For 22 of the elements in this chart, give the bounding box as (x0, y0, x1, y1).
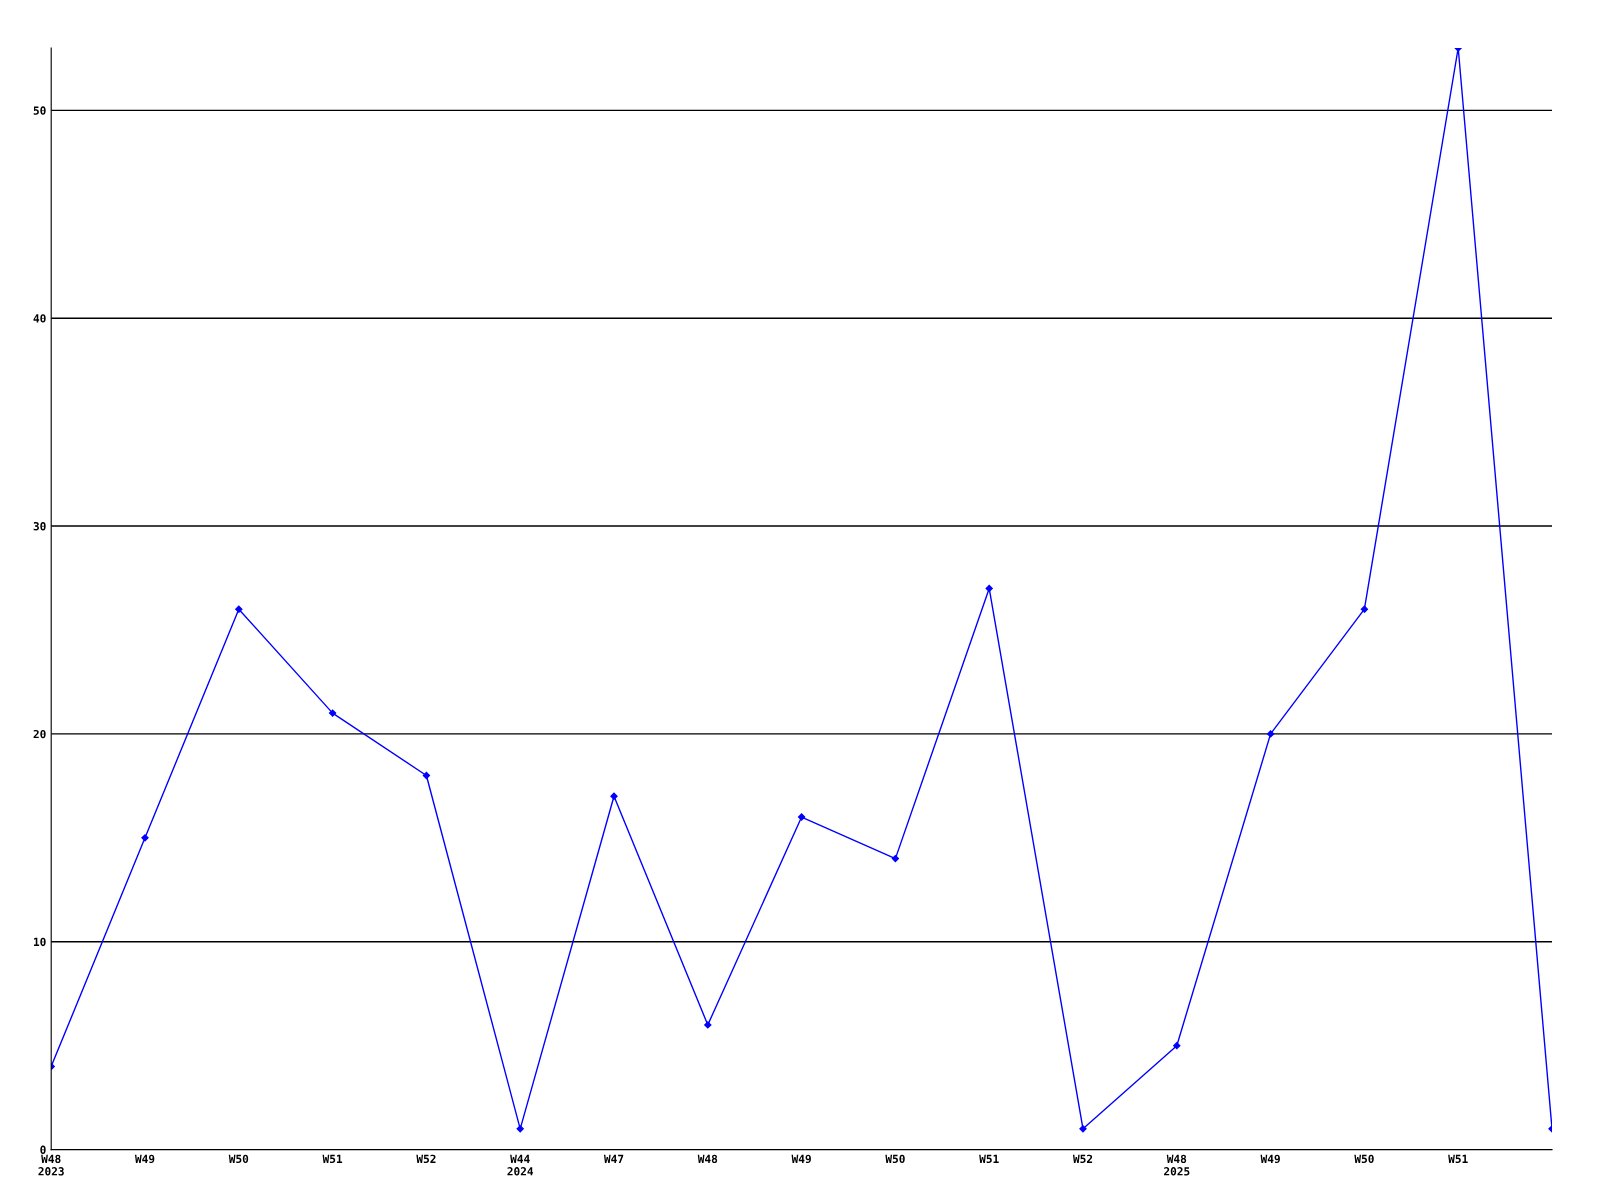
y-tick-label: 50 (33, 106, 46, 115)
x-tick-label: W50 (885, 1154, 905, 1164)
x-tick-label: W50 (228, 1154, 249, 1164)
y-tick-label: 20 (33, 729, 46, 739)
x-tick-label: W50 (1354, 1154, 1374, 1164)
y-tick-label: 40 (33, 314, 46, 323)
x-tick-label: W49 (134, 1154, 155, 1164)
x-tick-label: W52 (416, 1154, 436, 1164)
x-tick-label: W48 2025 (1164, 1154, 1190, 1176)
x-tick-label: W49 (1260, 1154, 1280, 1164)
y-tick-label: 10 (33, 937, 46, 947)
x-tick-label: W48 (697, 1154, 718, 1164)
x-tick-label: W44 2024 (507, 1154, 534, 1176)
x-tick-label: W49 (791, 1154, 811, 1164)
x-tick-label: W47 (603, 1154, 624, 1163)
y-tick-label: 30 (33, 522, 46, 531)
x-tick-label: W52 (1072, 1154, 1093, 1164)
x-tick-label: W51 (322, 1154, 343, 1164)
y-tick-label: 0 (40, 1145, 46, 1154)
x-tick-label: W51 (1448, 1154, 1468, 1164)
x-tick-label: W51 (979, 1154, 999, 1164)
x-tick-label: W48 2023 (38, 1154, 64, 1176)
